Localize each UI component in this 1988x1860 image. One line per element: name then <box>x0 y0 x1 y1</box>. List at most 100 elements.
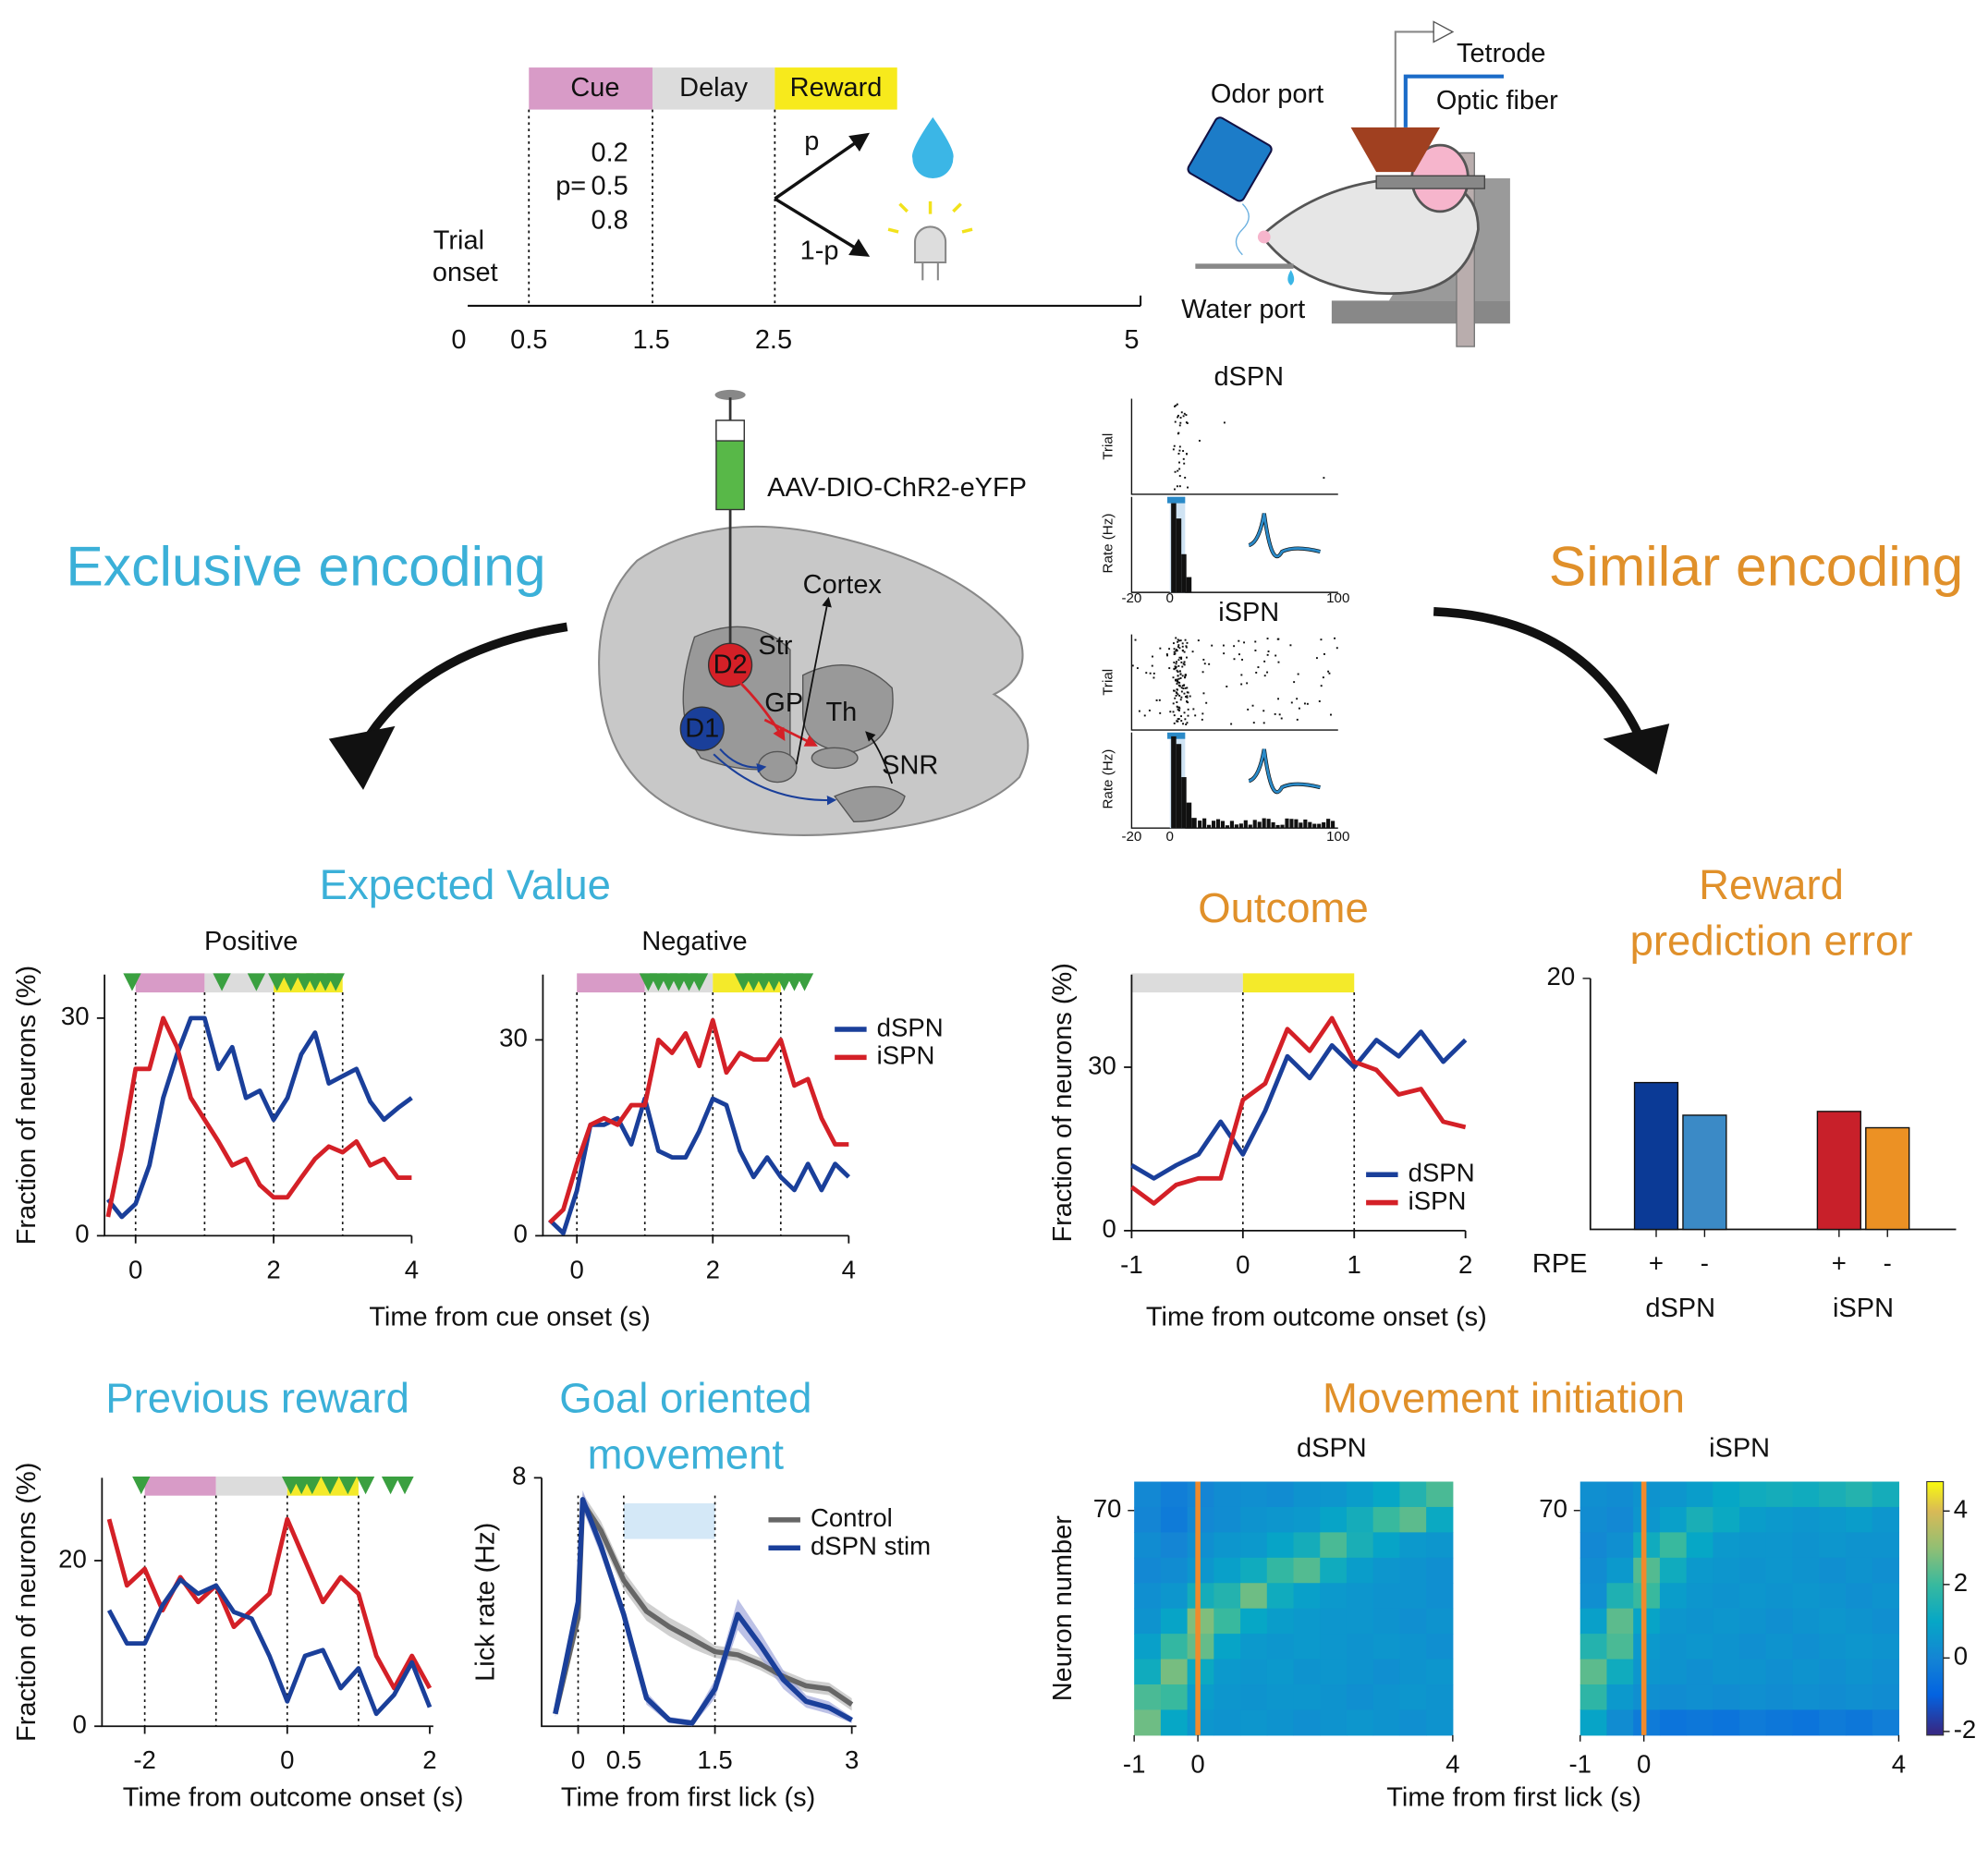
spike <box>1183 650 1186 653</box>
y-axis-label: Fraction of neurons (%) <box>1048 963 1078 1242</box>
heat-cell <box>1792 1684 1820 1710</box>
heat-cell <box>1320 1659 1348 1685</box>
x-tick-label: 0 <box>128 1255 142 1283</box>
spike <box>1198 440 1201 442</box>
spike <box>1177 646 1179 649</box>
spike <box>1185 696 1187 698</box>
heat-cell <box>1240 1583 1268 1610</box>
heat-cell <box>1845 1557 1873 1584</box>
platform <box>1331 300 1510 324</box>
heat-cell <box>1134 1532 1162 1559</box>
spike <box>1186 696 1189 699</box>
spike <box>1172 702 1175 705</box>
heat-cell <box>1765 1481 1794 1508</box>
heat-cell <box>1187 1583 1214 1610</box>
spike <box>1194 714 1197 717</box>
heat-cell <box>1606 1583 1634 1610</box>
psth-bar <box>1262 818 1266 829</box>
spike <box>1174 470 1177 473</box>
y-tick-label: 70 <box>1093 1494 1122 1523</box>
region-label: Str <box>758 631 792 661</box>
snr <box>834 785 906 822</box>
heat-cell <box>1399 1532 1427 1559</box>
psth-bar <box>1186 577 1192 593</box>
heat-cell <box>1214 1608 1241 1635</box>
heat-cell <box>1713 1481 1740 1508</box>
heat-cell <box>1266 1557 1295 1584</box>
virus-label: AAV-DIO-ChR2-eYFP <box>767 473 1027 503</box>
spike <box>1174 678 1177 681</box>
waveform <box>1248 513 1321 558</box>
psth-bar <box>1207 824 1212 829</box>
spike <box>1323 652 1325 655</box>
probability: 0.2 <box>592 138 628 167</box>
y-tick-label: 30 <box>499 1024 528 1052</box>
spike <box>1178 475 1181 478</box>
significance-marker <box>795 973 814 991</box>
spike <box>1182 415 1185 418</box>
heat-cell <box>1426 1532 1454 1559</box>
spike <box>1177 675 1179 677</box>
spike <box>1181 642 1184 645</box>
x-tick-label: 0 <box>1637 1749 1651 1778</box>
heat-cell <box>1819 1532 1847 1559</box>
axes <box>104 974 412 1237</box>
x-axis-label: Time from first lick (s) <box>561 1782 815 1812</box>
branch-label: 1-p <box>800 237 839 266</box>
heat-cell <box>1659 1634 1688 1660</box>
probability-label: p= <box>555 171 586 201</box>
heat-cell <box>1686 1684 1714 1710</box>
series-line <box>1130 1029 1468 1181</box>
psth-bar <box>1303 819 1308 829</box>
psth-bar <box>1215 819 1221 829</box>
projection <box>719 748 767 773</box>
spike <box>1241 658 1243 661</box>
heat-cell <box>1659 1557 1688 1584</box>
heat-cell <box>1765 1709 1794 1736</box>
spike <box>1262 710 1265 712</box>
heat-cell <box>1872 1634 1899 1660</box>
legend-label: dSPN <box>1409 1159 1475 1187</box>
spike <box>1149 672 1152 675</box>
theme-arrow <box>359 622 568 748</box>
psth-bar <box>1176 518 1182 593</box>
psth-bar <box>1294 819 1299 829</box>
heat-cell <box>1872 1709 1899 1736</box>
spike <box>1175 663 1177 665</box>
heat-cell <box>1240 1506 1268 1533</box>
spike <box>1277 661 1280 663</box>
spike <box>1184 638 1187 641</box>
region-label: Th <box>826 698 858 727</box>
bar <box>1682 1114 1727 1231</box>
heat-cell <box>1713 1608 1740 1635</box>
heat-cell <box>1160 1532 1189 1559</box>
significance-marker <box>381 1476 400 1495</box>
heat-cell <box>1346 1506 1374 1533</box>
spike <box>1173 722 1176 724</box>
psth-bar <box>1243 820 1248 829</box>
heat-cell <box>1240 1557 1268 1584</box>
significance-marker <box>303 1476 322 1495</box>
heat-cell <box>1372 1659 1400 1685</box>
spike <box>1176 669 1178 672</box>
spike <box>1173 714 1176 717</box>
heat-cell <box>1160 1634 1189 1660</box>
heat-cell <box>1293 1608 1321 1635</box>
heat-cell <box>1426 1506 1454 1533</box>
spike <box>1176 661 1177 663</box>
spike <box>1263 660 1266 663</box>
unit-y-label: Trial <box>1101 669 1116 696</box>
heat-cell <box>1372 1557 1400 1584</box>
nose <box>1257 230 1271 244</box>
heat-cell <box>1320 1608 1348 1635</box>
psth-bar <box>1317 823 1322 829</box>
spike <box>1172 642 1175 645</box>
psth-bar <box>1181 777 1187 829</box>
spike <box>1330 713 1332 716</box>
psth-bar <box>1331 821 1335 829</box>
heat-cell <box>1214 1709 1241 1736</box>
y-tick-label: 30 <box>1088 1051 1116 1079</box>
spike <box>1181 665 1184 668</box>
unit-x-tick: -20 <box>1121 590 1141 606</box>
